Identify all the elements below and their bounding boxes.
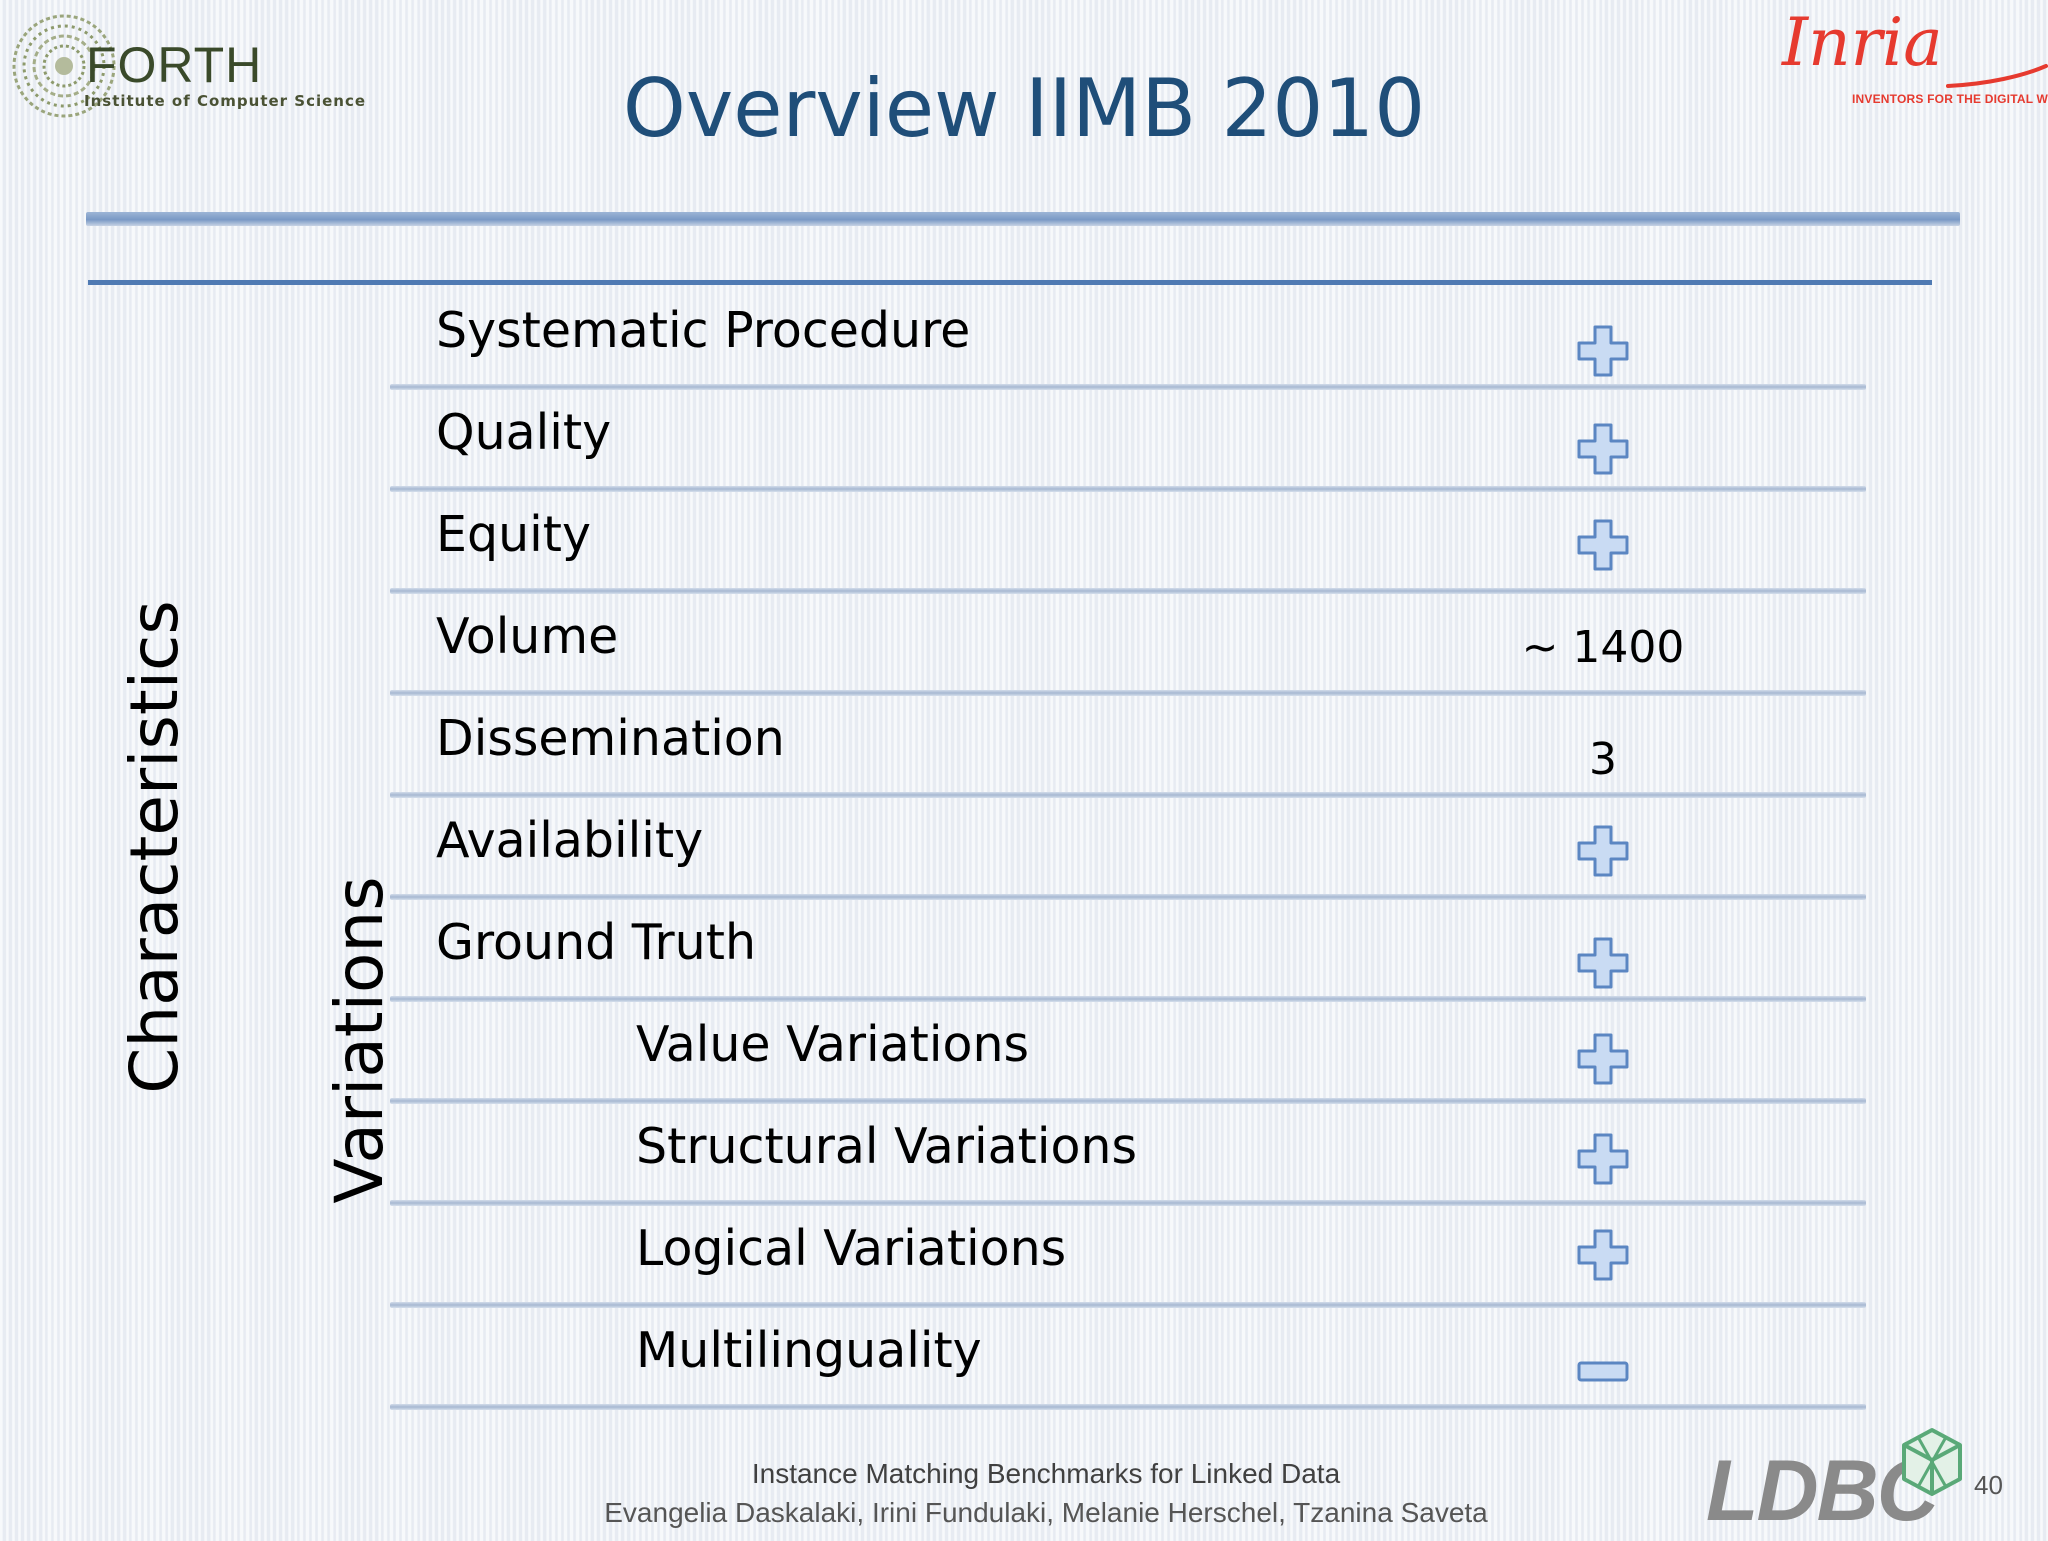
row-label: Ground Truth — [436, 914, 757, 971]
slide-title: Overview IIMB 2010 — [622, 62, 1426, 155]
plus-icon — [1577, 1133, 1629, 1185]
variations-group-label: Variations — [321, 876, 398, 1204]
inria-wordmark: Inria — [1782, 4, 1943, 81]
row-label: Systematic Procedure — [436, 302, 971, 359]
row-label: Volume — [436, 608, 619, 665]
plus-icon — [1577, 519, 1629, 571]
row-separator — [390, 1404, 1866, 1410]
footer-authors: Evangelia Daskalaki, Irini Fundulaki, Me… — [604, 1497, 1488, 1528]
row-separator — [390, 1098, 1866, 1104]
plus-icon — [1577, 937, 1629, 989]
plus-icon — [1577, 825, 1629, 877]
plus-icon — [1577, 1033, 1629, 1085]
row-label: Availability — [436, 812, 704, 869]
forth-name: FORTH — [86, 37, 263, 93]
plus-icon — [1577, 1229, 1629, 1281]
row-separator — [390, 996, 1866, 1002]
forth-logo: FORTH Institute of Computer Science — [8, 10, 403, 125]
row-value: ~ 1400 — [1521, 622, 1685, 673]
page-number: 40 — [1974, 1470, 2003, 1500]
ldbc-wordmark: LDBC — [1706, 1443, 1939, 1539]
forth-emblem-icon — [12, 14, 116, 118]
inria-swoosh-icon — [1946, 64, 2048, 88]
row-separator — [390, 588, 1866, 594]
row-label: Structural Variations — [636, 1118, 1138, 1175]
row-separator — [390, 1200, 1866, 1206]
table-top-rule — [88, 280, 1932, 285]
row-label: Dissemination — [436, 710, 785, 767]
row-separator — [390, 486, 1866, 492]
footer-title: Instance Matching Benchmarks for Linked … — [751, 1458, 1341, 1489]
title-underline-bar — [86, 212, 1960, 226]
row-separator — [390, 690, 1866, 696]
plus-icon — [1577, 423, 1629, 475]
minus-icon — [1577, 1361, 1629, 1382]
row-label: Multilinguality — [636, 1322, 982, 1379]
forth-subtitle: Institute of Computer Science — [84, 92, 367, 110]
ldbc-logo: LDBC — [1706, 1422, 1976, 1539]
row-value: 3 — [1589, 734, 1617, 785]
ldbc-cube-icon — [1902, 1428, 1962, 1496]
row-label: Quality — [436, 404, 612, 461]
row-label: Equity — [436, 506, 591, 563]
inria-logo: Inria INVENTORS FOR THE DIGITAL WORLD — [1768, 4, 2048, 114]
row-separator — [390, 894, 1866, 900]
row-separator — [390, 1302, 1866, 1308]
inria-tagline: INVENTORS FOR THE DIGITAL WORLD — [1852, 92, 2048, 106]
row-separator — [390, 384, 1866, 390]
row-label: Value Variations — [636, 1016, 1030, 1073]
plus-icon — [1577, 325, 1629, 377]
row-label: Logical Variations — [636, 1220, 1067, 1277]
characteristics-group-label: Characteristics — [116, 600, 193, 1094]
row-separator — [390, 792, 1866, 798]
